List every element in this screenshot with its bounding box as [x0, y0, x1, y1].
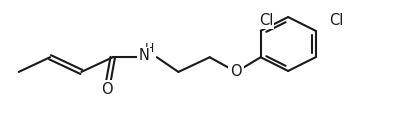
- Text: O: O: [101, 82, 113, 97]
- Text: H: H: [144, 42, 154, 55]
- Text: Cl: Cl: [329, 13, 344, 28]
- Text: N: N: [138, 48, 149, 63]
- Text: O: O: [230, 64, 242, 79]
- Text: Cl: Cl: [259, 13, 273, 28]
